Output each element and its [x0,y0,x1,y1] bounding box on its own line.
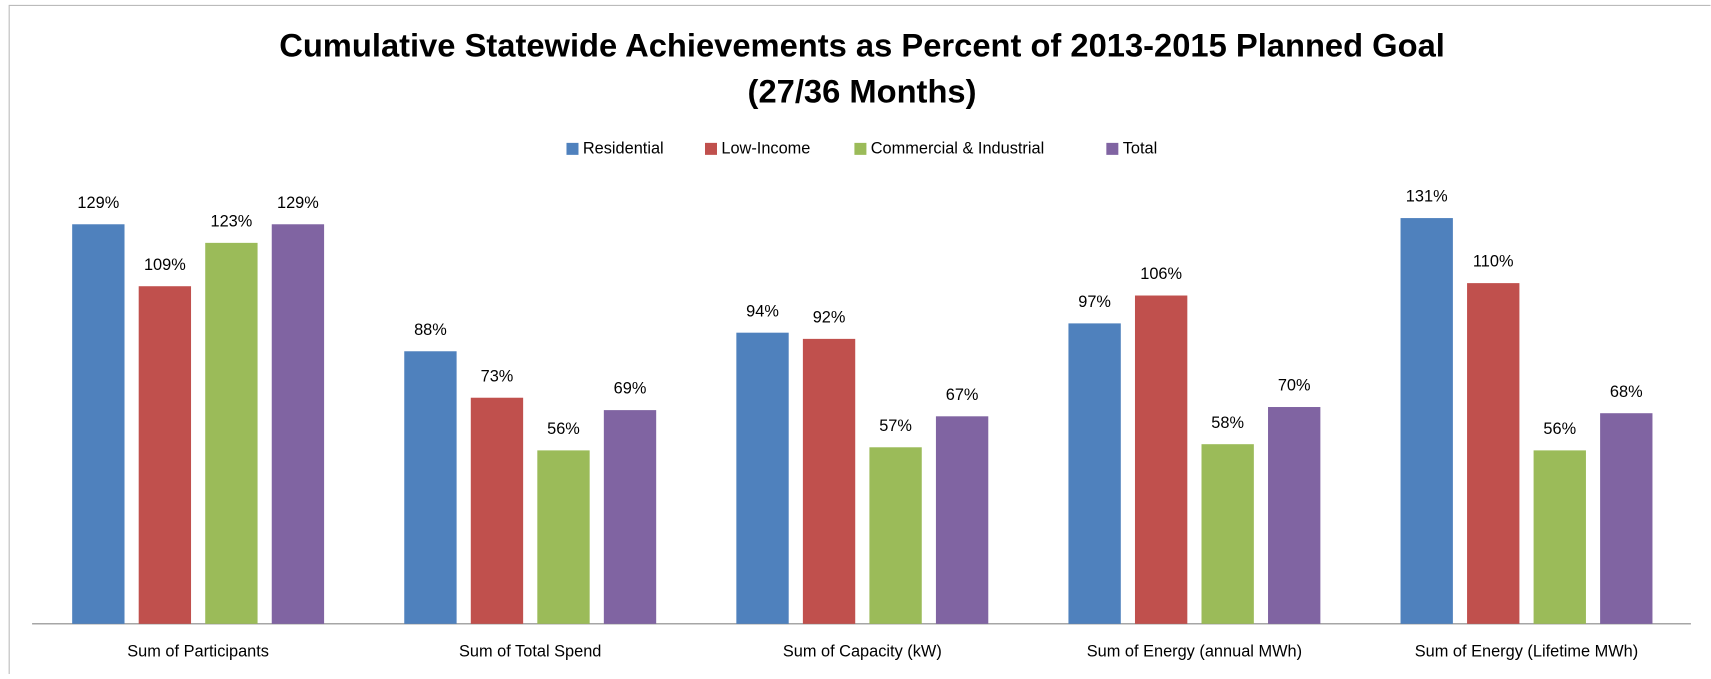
legend-label: Low-Income [721,140,810,158]
bar [404,351,457,624]
legend-label: Commercial & Industrial [871,140,1044,158]
data-label: 88% [414,321,447,339]
data-label: 69% [614,380,647,398]
data-label: 131% [1406,188,1448,206]
data-label: 123% [210,212,252,230]
bar [736,332,789,624]
data-label: 110% [1473,253,1514,271]
data-label: 56% [1543,420,1576,438]
x-tick-label: Sum of Capacity (kW) [783,643,942,661]
chart-frame [8,4,1711,674]
data-label: 57% [879,417,912,435]
bar [271,224,325,624]
bar [1068,323,1121,624]
bar [138,286,192,624]
bar [205,242,258,624]
data-label: 92% [813,308,846,326]
legend-swatch [854,142,867,155]
data-label: 73% [481,367,514,385]
bar [1268,407,1321,624]
data-label: 67% [946,386,979,404]
x-tick-label: Sum of Energy (Lifetime MWh) [1415,643,1638,661]
bar [869,447,922,624]
bar [1400,218,1453,624]
bar [1134,295,1188,624]
legend-label: Residential [583,140,664,158]
legend-swatch [566,142,579,155]
bar [1467,283,1520,624]
data-label: 94% [746,302,779,320]
data-label: 97% [1078,293,1111,311]
x-tick-label: Sum of Participants [127,643,269,661]
bar [537,450,590,624]
data-label: 68% [1610,383,1643,401]
bar [1600,413,1653,624]
x-tick-label: Sum of Total Spend [459,643,601,661]
data-label: 129% [277,194,319,212]
bar [603,410,657,624]
legend-swatch [1106,142,1119,155]
bar [470,397,524,624]
chart-title: (27/36 Months) [748,72,977,109]
data-label: 70% [1278,377,1311,395]
bar [1533,450,1586,624]
chart-title: Cumulative Statewide Achievements as Per… [279,27,1445,64]
data-label: 106% [1140,265,1182,283]
bar [935,416,989,624]
data-label: 56% [547,420,580,438]
data-label: 109% [144,256,186,274]
bar [802,338,856,624]
data-label: 58% [1211,414,1244,432]
x-tick-label: Sum of Energy (annual MWh) [1087,643,1302,661]
bar [72,224,125,624]
legend-label: Total [1123,140,1158,158]
bar [1201,444,1254,624]
legend-swatch [704,142,717,155]
data-label: 129% [77,194,119,212]
